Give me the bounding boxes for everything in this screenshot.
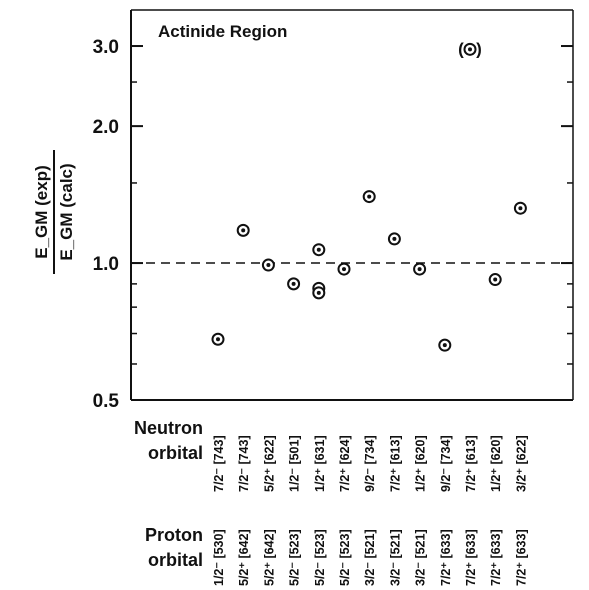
point-annotation-open: (: [458, 39, 464, 58]
neutron-orbital-label: 7/2⁻ [743]: [212, 435, 226, 492]
data-point-center: [442, 343, 447, 348]
neutron-row-label-line1: Neutron: [134, 418, 203, 438]
proton-row-label-line1: Proton: [145, 525, 203, 545]
proton-orbital-label: 5/2⁻ [523]: [338, 529, 352, 586]
y-label-numerator: E_GM (exp): [32, 165, 51, 259]
neutron-orbital-label: 5/2⁺ [622]: [262, 435, 276, 492]
data-point-center: [417, 267, 422, 272]
data-point-center: [468, 47, 472, 52]
data-point-center: [291, 281, 296, 286]
proton-orbital-label: 5/2⁺ [642]: [262, 529, 276, 586]
neutron-orbital-label: 9/2⁻ [734]: [439, 435, 453, 492]
data-point-center: [316, 290, 321, 295]
neutron-orbital-label: 7/2⁺ [624]: [338, 435, 352, 492]
data-point-center: [392, 236, 397, 241]
neutron-orbital-label: 7/2⁻ [743]: [237, 435, 251, 492]
proton-orbital-label: 5/2⁻ [523]: [288, 529, 302, 586]
neutron-orbital-label: 9/2⁻ [734]: [363, 435, 377, 492]
proton-orbital-label: 7/2⁺ [633]: [464, 529, 478, 586]
proton-orbital-label: 3/2⁻ [521]: [388, 529, 402, 586]
data-point-center: [367, 194, 372, 199]
y-tick-label: 3.0: [93, 37, 119, 58]
proton-orbital-label: 5/2⁺ [642]: [237, 529, 251, 586]
point-annotation-close: ): [476, 39, 482, 58]
y-axis-label: E_GM (exp) E_GM (calc): [32, 150, 76, 274]
data-point-center: [241, 228, 246, 233]
proton-orbital-label: 7/2⁺ [633]: [439, 529, 453, 586]
y-tick-label: 2.0: [93, 117, 119, 138]
neutron-row-label-line2: orbital: [148, 443, 203, 463]
data-point-center: [493, 277, 498, 282]
y-tick-label: 0.5: [93, 391, 120, 412]
proton-orbital-label: 3/2⁻ [521]: [363, 529, 377, 586]
proton-orbital-label: 5/2⁻ [523]: [313, 529, 327, 586]
proton-orbital-label: 1/2⁻ [530]: [212, 529, 226, 586]
proton-orbital-label: 3/2⁻ [521]: [414, 529, 428, 586]
data-point-center: [342, 267, 346, 272]
y-tick-label: 1.0: [93, 254, 119, 275]
data-point-center: [216, 337, 220, 342]
data-point-center: [266, 263, 271, 268]
neutron-orbital-label: 1/2⁺ [631]: [313, 435, 327, 492]
neutron-orbital-label: 7/2⁺ [613]: [388, 435, 402, 492]
neutron-orbital-label: 1/2⁻ [501]: [288, 435, 302, 492]
neutron-orbital-label: 7/2⁺ [613]: [464, 435, 478, 492]
data-point-center: [316, 247, 321, 252]
proton-row-label-line2: orbital: [148, 550, 203, 570]
proton-orbital-label: 7/2⁺ [633]: [514, 529, 528, 586]
neutron-orbital-label: 3/2⁺ [622]: [514, 435, 528, 492]
proton-orbital-label: 7/2⁺ [633]: [489, 529, 503, 586]
neutron-orbital-label: 1/2⁺ [620]: [489, 435, 503, 492]
y-label-denominator: E_GM (calc): [57, 163, 76, 260]
neutron-orbital-label: 1/2⁺ [620]: [414, 435, 428, 492]
chart-title: Actinide Region: [158, 22, 287, 41]
data-point-center: [518, 206, 523, 211]
